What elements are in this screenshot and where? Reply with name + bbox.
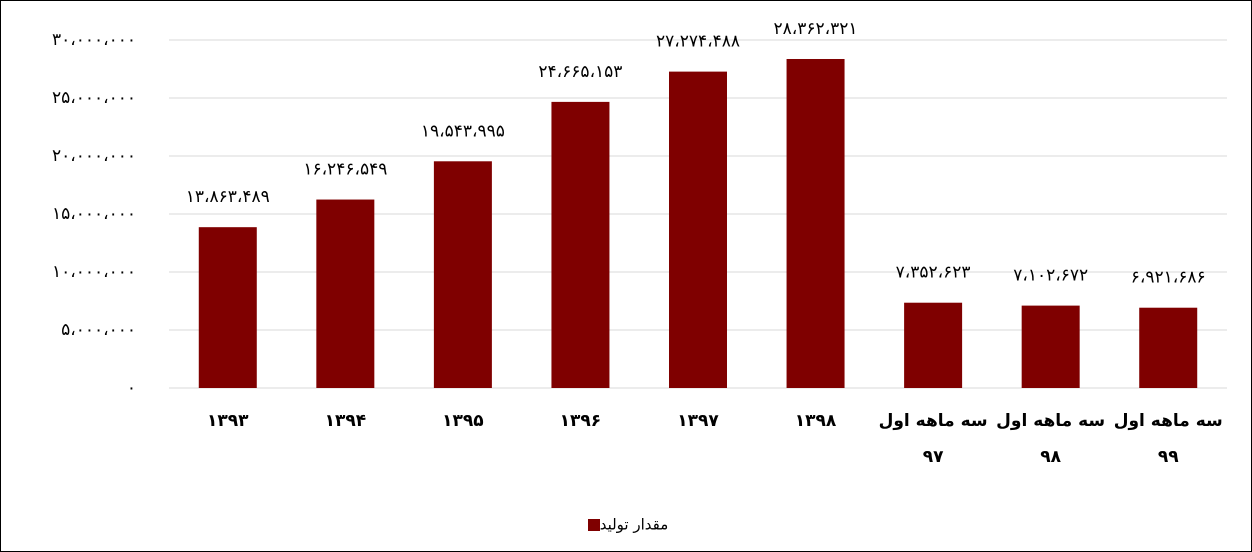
bar — [786, 58, 845, 389]
data-label: ۱۳،۸۶۳،۴۸۹ — [186, 187, 270, 207]
bar — [198, 227, 257, 388]
data-label: ۱۹،۵۴۳،۹۹۵ — [421, 121, 505, 141]
data-label: ۲۸،۳۶۲،۳۲۱ — [774, 19, 858, 39]
x-tick-label: ۱۳۹۴ — [324, 411, 367, 431]
data-label: ۱۶،۲۴۶،۵۴۹ — [303, 160, 387, 180]
x-tick-label: ۱۳۹۵ — [442, 411, 484, 431]
legend: مقدار تولید — [1, 515, 1251, 534]
data-label: ۶،۹۲۱،۶۸۶ — [1131, 268, 1206, 288]
x-tick-label: ۱۳۹۸ — [794, 411, 837, 431]
bar — [904, 302, 963, 388]
data-label: ۲۴،۶۶۵،۱۵۳ — [538, 62, 622, 82]
bar — [1021, 305, 1080, 388]
x-tick-label: سه ماهه اول ۹۹ — [1113, 411, 1223, 467]
bar — [551, 101, 610, 389]
x-tick-label: ۱۳۹۷ — [677, 411, 719, 431]
legend-swatch — [587, 518, 600, 531]
y-tick-label: ۰ — [127, 378, 136, 398]
y-tick-label: ۲۰،۰۰۰،۰۰۰ — [52, 146, 136, 166]
x-tick-label: سه ماهه اول ۹۸ — [996, 411, 1106, 467]
x-tick-label: ۱۳۹۳ — [207, 411, 249, 431]
y-tick-label: ۳۰،۰۰۰،۰۰۰ — [52, 30, 136, 50]
bar — [669, 71, 727, 388]
x-tick-label: ۱۳۹۶ — [559, 411, 602, 431]
y-tick-label: ۲۵،۰۰۰،۰۰۰ — [52, 88, 136, 108]
bar — [433, 161, 492, 388]
data-label: ۲۷،۲۷۴،۴۸۸ — [656, 32, 740, 52]
bar — [1139, 307, 1198, 388]
data-label: ۷،۳۵۲،۶۲۳ — [896, 263, 971, 283]
bar — [316, 199, 375, 388]
y-tick-label: ۱۵،۰۰۰،۰۰۰ — [52, 204, 136, 224]
y-tick-label: ۵،۰۰۰،۰۰۰ — [61, 320, 136, 340]
legend-label: مقدار تولید — [599, 515, 669, 534]
x-tick-label: سه ماهه اول ۹۷ — [878, 411, 988, 467]
y-tick-label: ۱۰،۰۰۰،۰۰۰ — [52, 262, 136, 282]
data-label: ۷،۱۰۲،۶۷۲ — [1013, 266, 1088, 286]
